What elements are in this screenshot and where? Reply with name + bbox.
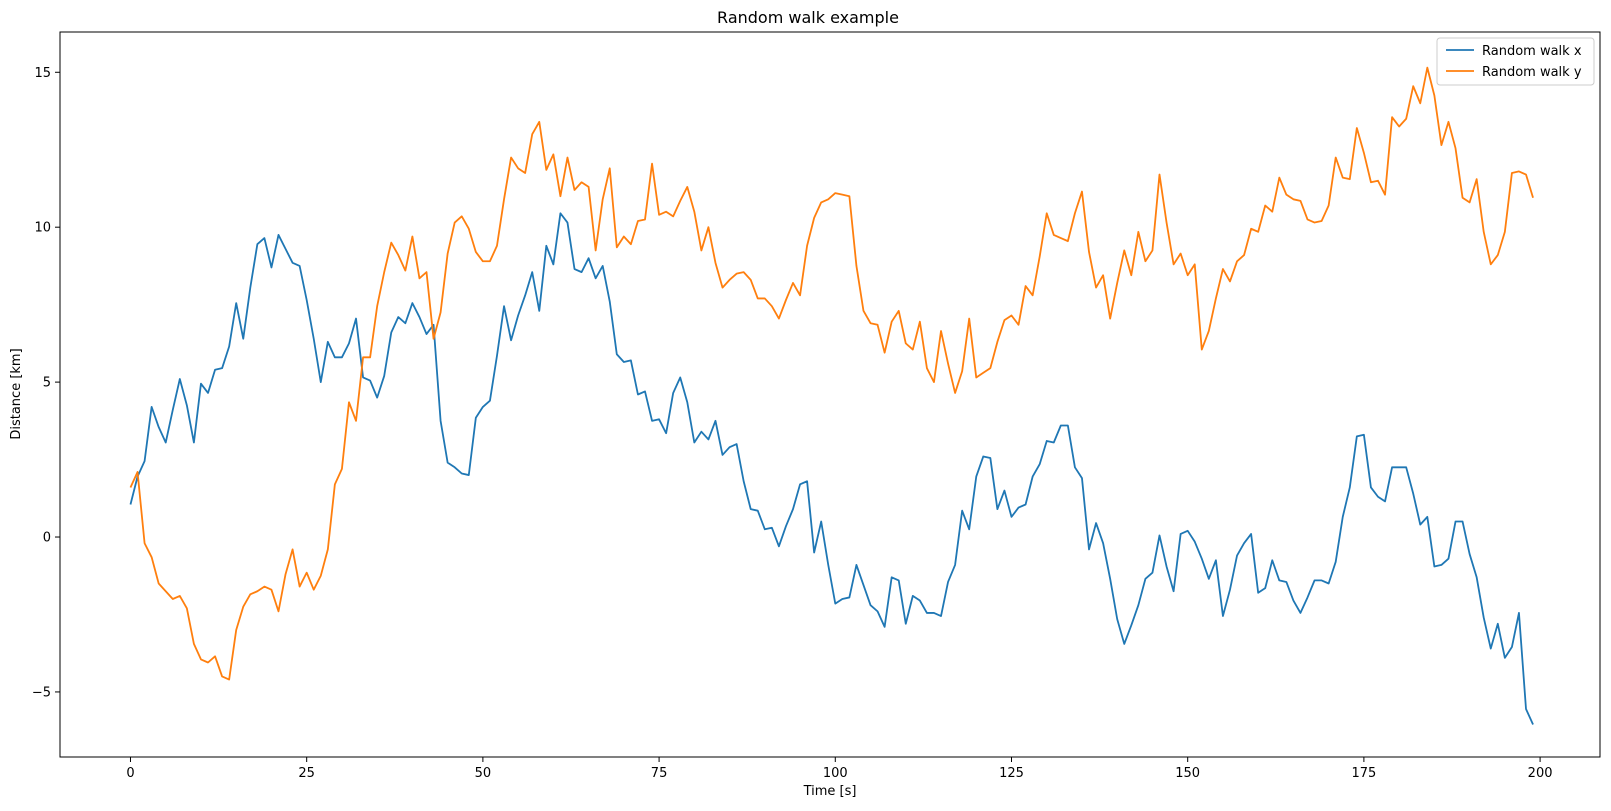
x-tick-label: 100	[823, 766, 848, 781]
x-tick-label: 0	[126, 766, 134, 781]
x-tick-label: 75	[651, 766, 668, 781]
series-layer	[129, 66, 1534, 725]
x-axis: 0 25 50 75 100 125 150 175 200	[126, 757, 1553, 781]
y-tick-label: 0	[43, 531, 51, 546]
y-axis-label: Distance [km]	[9, 348, 24, 439]
x-tick-label: 175	[1351, 766, 1376, 781]
legend-box	[1436, 37, 1595, 86]
x-tick-label: 25	[298, 766, 315, 781]
x-tick-label: 150	[1175, 766, 1200, 781]
y-tick-label: −5	[32, 685, 51, 700]
y-axis: −5 0 5 10 15	[32, 66, 60, 700]
series-line-random-walk-y	[129, 66, 1534, 681]
legend-label-random-walk-y: Random walk y	[1482, 65, 1582, 80]
series-line-random-walk-x	[129, 212, 1534, 725]
x-axis-label: Time [s]	[803, 784, 857, 799]
legend-label-random-walk-x: Random walk x	[1482, 44, 1582, 59]
y-tick-label: 5	[43, 376, 51, 391]
x-tick-label: 200	[1528, 766, 1553, 781]
legend: Random walk x Random walk y	[1436, 37, 1595, 86]
x-tick-label: 50	[475, 766, 492, 781]
x-tick-label: 125	[999, 766, 1024, 781]
plot-frame	[59, 31, 1601, 758]
y-tick-label: 15	[34, 66, 51, 81]
y-tick-label: 10	[34, 221, 51, 236]
chart-title: Random walk example	[717, 8, 899, 27]
